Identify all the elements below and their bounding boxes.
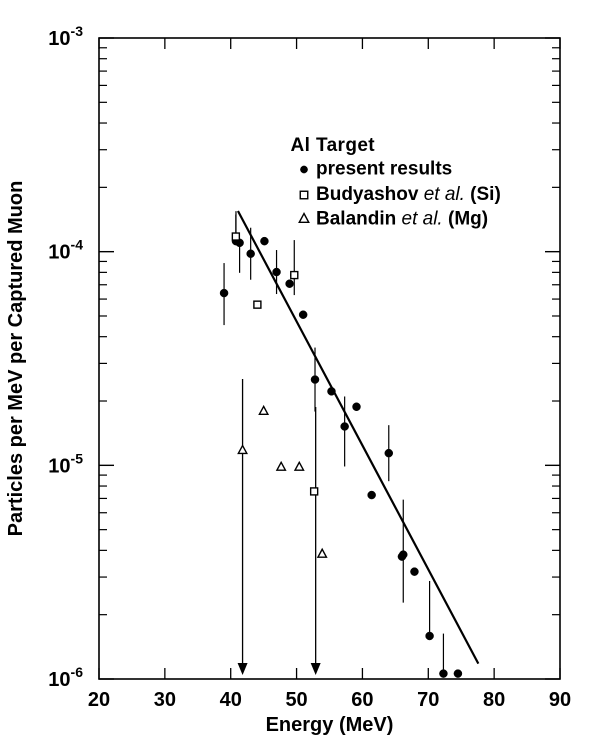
svg-text:90: 90 — [549, 689, 571, 711]
svg-text:60: 60 — [351, 689, 373, 711]
svg-text:10-6: 10-6 — [48, 664, 83, 691]
svg-text:Particles per MeV per Captured: Particles per MeV per Captured Muon — [5, 181, 27, 537]
svg-text:20: 20 — [88, 689, 110, 711]
svg-text:Energy (MeV): Energy (MeV) — [266, 714, 394, 736]
svg-text:80: 80 — [483, 689, 505, 711]
svg-text:Balandin et al. (Mg): Balandin et al. (Mg) — [316, 209, 488, 230]
svg-text:10-3: 10-3 — [48, 23, 83, 50]
svg-text:10-4: 10-4 — [48, 237, 83, 264]
svg-text:Budyashov et al. (Si): Budyashov et al. (Si) — [316, 184, 501, 205]
svg-text:70: 70 — [417, 689, 439, 711]
svg-text:10-5: 10-5 — [48, 450, 83, 477]
svg-text:30: 30 — [154, 689, 176, 711]
svg-text:Al Target: Al Target — [291, 135, 376, 156]
svg-text:40: 40 — [220, 689, 242, 711]
svg-text:present results: present results — [316, 159, 452, 180]
svg-text:50: 50 — [285, 689, 307, 711]
